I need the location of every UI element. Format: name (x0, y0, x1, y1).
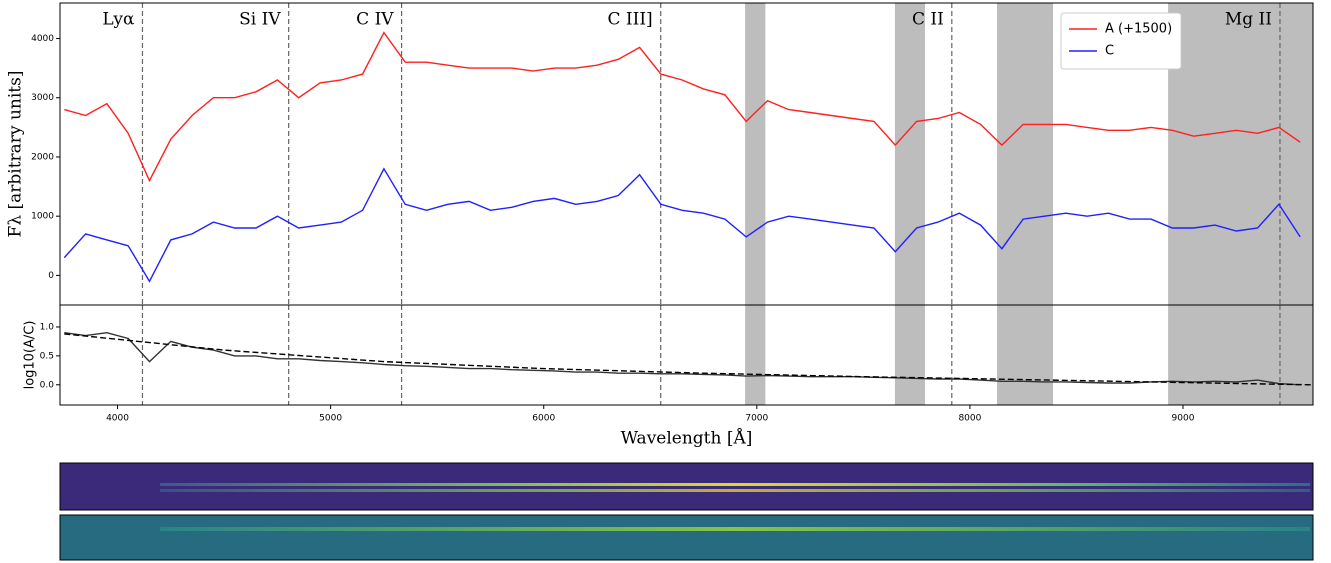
line-label: C III] (608, 10, 653, 30)
line-label: Si IV (239, 10, 281, 30)
y-tick-label: 0.0 (40, 380, 55, 390)
figure: Lyα Si IV C IV C III] C II Mg II 0 1000 2000 3000… (0, 0, 1331, 563)
x-axis-label: Wavelength [Å] (621, 428, 753, 449)
x-tick-label: 4000 (106, 414, 129, 424)
line-label: Mg II (1225, 10, 1272, 30)
legend-label: C (1105, 44, 1114, 59)
x-tick-label: 5000 (319, 414, 342, 424)
spectrum-image-a (60, 463, 1313, 510)
x-tick-label: 8000 (958, 414, 981, 424)
legend-label: A (+1500) (1105, 22, 1172, 37)
y-tick-label: 0 (48, 271, 54, 281)
telluric-band (1168, 3, 1313, 305)
spectrum-line (64, 169, 1300, 281)
y-tick-label: 2000 (31, 152, 54, 162)
line-label: C II (912, 10, 944, 30)
x-tick-label: 9000 (1172, 414, 1195, 424)
telluric-band (895, 3, 925, 305)
y-axis-label: Fλ [arbitrary units] (6, 71, 26, 238)
telluric-band (1168, 305, 1313, 405)
y-tick-label: 3000 (31, 93, 54, 103)
y-tick-label: 4000 (31, 34, 54, 44)
y-axis-label: log10(A/C) (23, 321, 38, 390)
x-tick-label: 7000 (745, 414, 768, 424)
plots: Lyα Si IV C IV C III] C II Mg II 0 1000 2000 3000… (6, 3, 1314, 449)
y-tick-label: 0.5 (40, 351, 54, 361)
y-tick-label: 1000 (31, 212, 54, 222)
y-tick-label: 1.0 (40, 322, 55, 332)
spectrum-line (64, 333, 1300, 385)
spectrum-line (64, 334, 1311, 385)
spectrum-image-c (60, 515, 1313, 560)
axes-frame (60, 305, 1313, 405)
telluric-band (997, 3, 1053, 305)
line-label: Lyα (102, 10, 135, 30)
telluric-band (745, 3, 765, 305)
x-tick-label: 6000 (532, 414, 555, 424)
telluric-band (997, 305, 1053, 405)
telluric-band (745, 305, 765, 405)
telluric-band (895, 305, 925, 405)
line-label: C IV (356, 10, 394, 30)
